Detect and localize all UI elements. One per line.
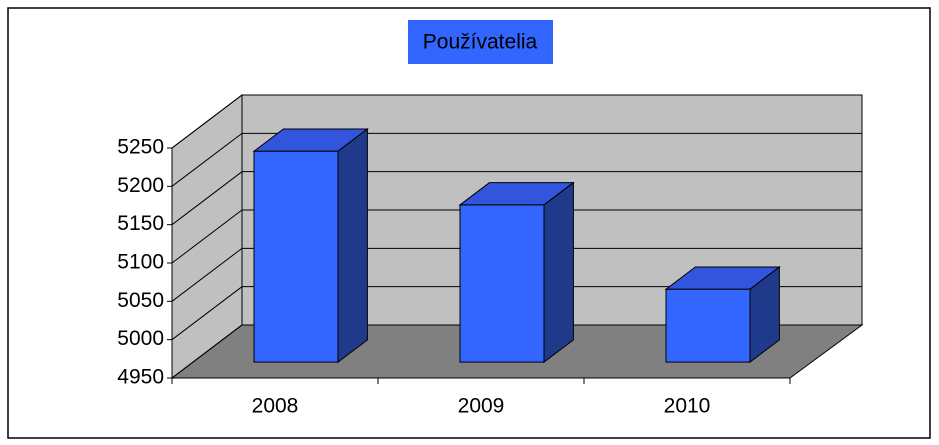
title-box	[408, 20, 553, 64]
grid-line	[171, 286, 862, 341]
chart-title: Používatelia	[423, 31, 538, 54]
bar-side	[543, 181, 574, 364]
bar	[459, 204, 545, 363]
grid-line	[171, 324, 862, 379]
grid-line	[171, 247, 862, 302]
grid-line	[171, 171, 862, 226]
y-tick-label: 4950	[117, 366, 164, 389]
grid-line	[171, 132, 862, 187]
grid-line	[171, 94, 862, 149]
bar	[253, 150, 339, 363]
grid-line	[171, 209, 862, 264]
x-tick-label: 2009	[458, 395, 505, 418]
x-tick-label: 2008	[252, 395, 299, 418]
y-tick-label: 5200	[117, 174, 164, 197]
y-tick-label: 5250	[117, 136, 164, 159]
y-tick-label: 5000	[117, 327, 164, 350]
y-tick-label: 5150	[117, 212, 164, 235]
x-tick-label: 2010	[664, 395, 711, 418]
y-tick-label: 5100	[117, 251, 164, 274]
bar-side	[337, 128, 368, 364]
y-tick-label: 5050	[117, 289, 164, 312]
bar	[665, 288, 751, 363]
